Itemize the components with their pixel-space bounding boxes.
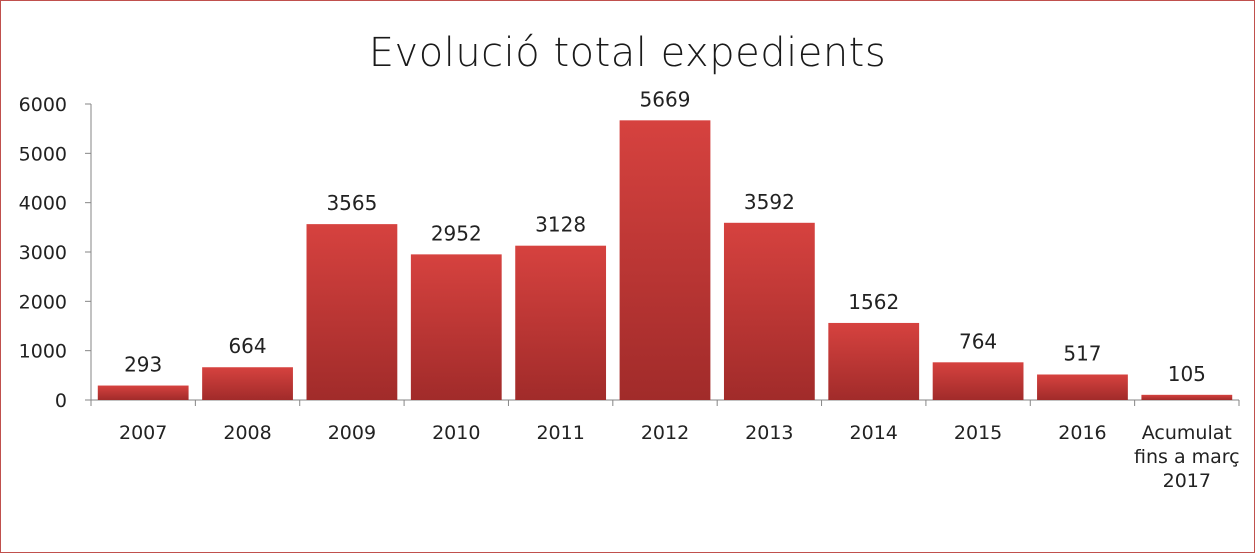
x-tick-label: Acumulat fins a març 2017 (1134, 422, 1240, 492)
x-tick-label: 2008 (223, 422, 271, 444)
y-tick-label: 6000 (19, 94, 67, 116)
y-tick-label: 2000 (19, 291, 67, 313)
bar (619, 120, 711, 400)
bar (1037, 374, 1128, 400)
data-label: 3128 (535, 213, 586, 237)
x-tick-label: 2011 (536, 422, 584, 444)
data-label: 764 (959, 329, 997, 353)
bar (97, 385, 189, 400)
data-label: 105 (1168, 362, 1206, 386)
x-tick-label: 2013 (745, 422, 793, 444)
data-label: 517 (1063, 341, 1101, 365)
data-label: 3592 (744, 190, 795, 214)
x-tick-label: 2016 (1058, 422, 1106, 444)
x-tick-label: 2009 (328, 422, 376, 444)
bar (410, 254, 502, 400)
data-label: 664 (228, 334, 266, 358)
y-tick-label: 4000 (19, 193, 67, 215)
x-axis: 2007 2008 2009 2010 2011 2012 2013 2014 2015 2016… (90, 399, 1240, 492)
x-tick-label: 2010 (432, 422, 480, 444)
bar (515, 245, 607, 400)
data-label: 5669 (640, 87, 691, 111)
x-tick-label: 2015 (954, 422, 1002, 444)
data-labels: 293 664 3565 2952 3128 5669 3592 1562 764 517 105 (124, 87, 1206, 385)
x-tick-label: 2012 (641, 422, 689, 444)
y-axis: 0 1000 2000 3000 4000 5000 6000 (19, 94, 92, 412)
y-tick-label: 1000 (19, 341, 67, 363)
x-tick-label: 2007 (119, 422, 167, 444)
data-label: 1562 (848, 290, 899, 314)
y-tick-label: 3000 (19, 242, 67, 264)
data-label: 2952 (431, 221, 482, 245)
bar (723, 222, 815, 400)
chart-title: Evolució total expedients (368, 30, 887, 76)
y-tick-label: 0 (55, 390, 67, 412)
bar (932, 362, 1024, 400)
data-label: 293 (124, 353, 162, 377)
data-label: 3565 (326, 191, 377, 215)
bar (828, 322, 920, 400)
x-tick-label: 2014 (850, 422, 898, 444)
bar (202, 367, 293, 400)
y-tick-label: 5000 (19, 143, 67, 165)
bar (1141, 394, 1233, 400)
bar (306, 224, 398, 400)
bars (97, 120, 1233, 400)
